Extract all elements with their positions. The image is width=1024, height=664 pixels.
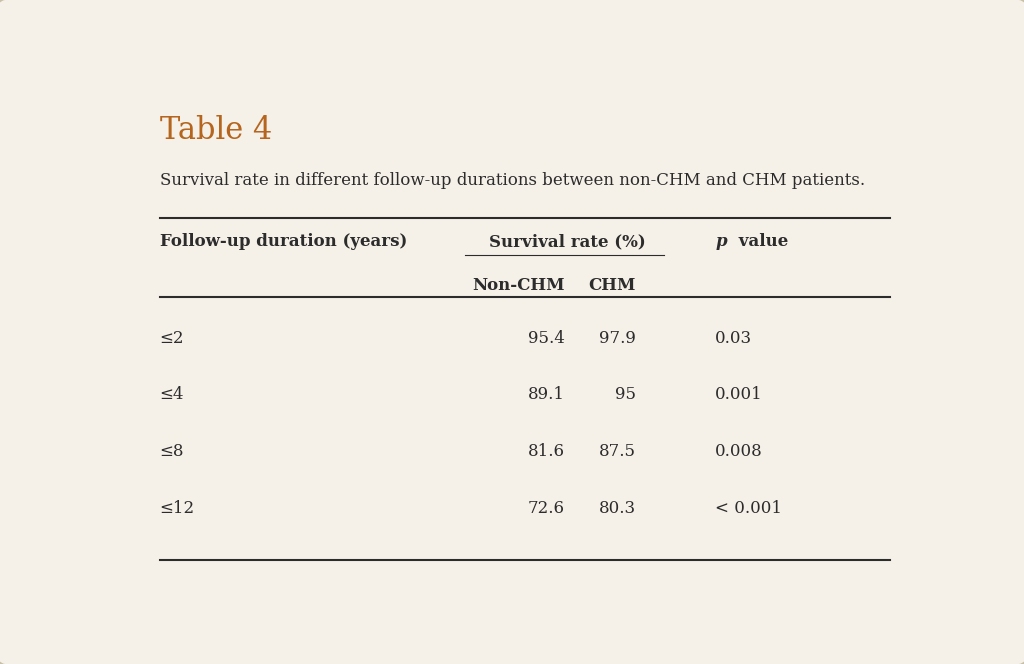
Text: CHM: CHM [589,276,636,293]
Text: 97.9: 97.9 [599,330,636,347]
Text: ≤2: ≤2 [160,330,184,347]
Text: ≤12: ≤12 [160,500,195,517]
Text: Survival rate in different follow-up durations between non-CHM and CHM patients.: Survival rate in different follow-up dur… [160,172,865,189]
Text: ≤8: ≤8 [160,443,184,459]
Text: 0.008: 0.008 [715,443,763,459]
Text: Table 4: Table 4 [160,116,272,147]
Text: 0.001: 0.001 [715,386,763,404]
Text: 72.6: 72.6 [527,500,564,517]
Text: < 0.001: < 0.001 [715,500,782,517]
Text: ≤4: ≤4 [160,386,184,404]
Text: 89.1: 89.1 [527,386,564,404]
Text: value: value [733,233,788,250]
Text: 80.3: 80.3 [599,500,636,517]
Text: 0.03: 0.03 [715,330,753,347]
Text: Follow-up duration (years): Follow-up duration (years) [160,233,408,250]
Text: 95: 95 [614,386,636,404]
Text: p: p [715,233,727,250]
Text: Survival rate (%): Survival rate (%) [489,233,646,250]
Text: Non-CHM: Non-CHM [472,276,564,293]
Text: 87.5: 87.5 [599,443,636,459]
Text: 81.6: 81.6 [527,443,564,459]
Text: 95.4: 95.4 [527,330,564,347]
